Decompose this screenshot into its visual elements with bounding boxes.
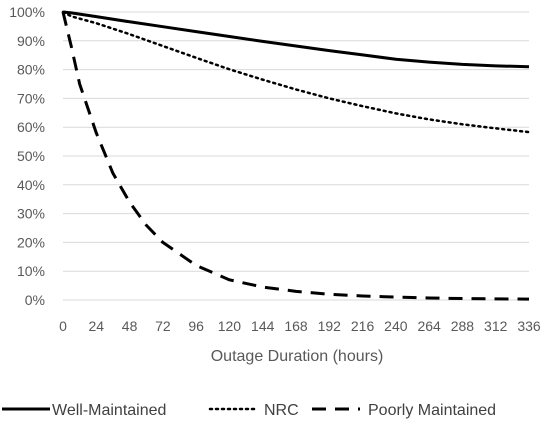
series-line-nrc [61,10,531,134]
y-tick-label: 20% [17,234,45,250]
x-tick-label: 96 [188,318,204,334]
x-tick-label: 72 [155,318,171,334]
y-tick-label: 70% [17,90,45,106]
x-tick-label: 192 [318,318,342,334]
x-tick-label: 336 [517,318,541,334]
series-line-well-maintained [62,10,530,69]
y-tick-label: 90% [17,33,45,49]
series-lines [61,10,531,301]
x-tick-label: 48 [122,318,138,334]
legend-label: Poorly Maintained [368,402,496,419]
x-tick-label: 168 [284,318,308,334]
x-tick-label: 240 [384,318,408,334]
x-axis-ticks: 0 24 48 72 96 120 144 168 192 216 240 264 288 312 336 [59,318,541,334]
x-tick-label: 312 [484,318,508,334]
x-tick-label: 24 [88,318,104,334]
x-tick-label: 264 [417,318,441,334]
y-tick-label: 10% [17,263,45,279]
y-axis-ticks: 0% 10% 20% 30% 40% 50% 60% 70% 80% 90% 100% [9,4,45,308]
y-tick-label: 0% [25,292,45,308]
x-tick-label: 144 [251,318,275,334]
x-axis-title: Outage Duration (hours) [211,348,384,365]
y-tick-label: 60% [17,119,45,135]
y-tick-label: 50% [17,148,45,164]
x-tick-label: 120 [218,318,242,334]
legend-label: NRC [264,402,299,419]
y-tick-label: 100% [9,4,45,20]
grid-lines [63,11,529,301]
series-line-poorly-maintained [61,11,530,301]
x-tick-label: 216 [351,318,375,334]
y-tick-label: 80% [17,62,45,78]
legend: Well-Maintained NRC Poorly Maintained [2,402,496,419]
y-tick-label: 40% [17,177,45,193]
x-tick-label: 288 [451,318,475,334]
x-tick-label: 0 [59,318,67,334]
legend-label: Well-Maintained [52,402,166,419]
y-tick-label: 30% [17,206,45,222]
